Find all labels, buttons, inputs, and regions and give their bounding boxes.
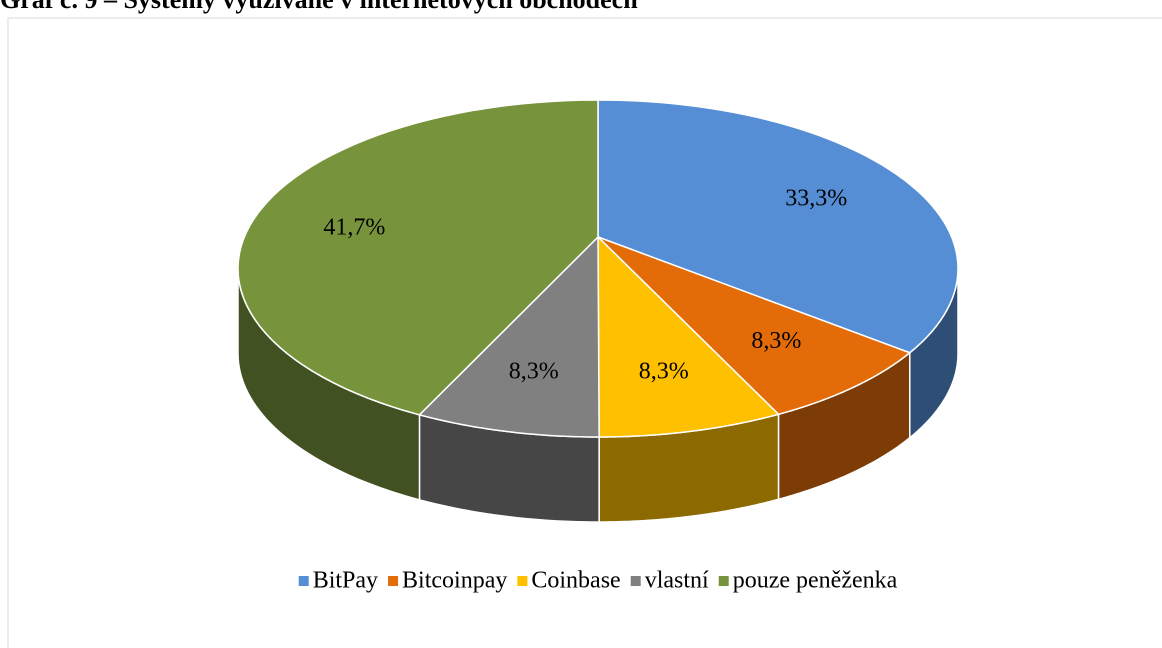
legend-label: BitPay xyxy=(313,568,378,594)
chart-title: Graf č. 9 – Systémy využívané v internet… xyxy=(0,0,638,14)
legend-swatch xyxy=(388,576,399,586)
legend-label: Coinbase xyxy=(531,568,620,594)
legend-label: Bitcoinpay xyxy=(402,568,507,594)
data-label: 8,3% xyxy=(751,328,801,354)
data-label: 33,3% xyxy=(785,186,847,212)
legend-swatch xyxy=(718,576,729,586)
legend-label: pouze peněženka xyxy=(733,568,898,594)
pie-slice xyxy=(418,235,600,438)
pie-slice xyxy=(237,99,599,416)
legend-swatch xyxy=(630,576,641,586)
legend-label: vlastní xyxy=(645,568,709,594)
data-label: 41,7% xyxy=(323,214,385,240)
legend-swatch xyxy=(298,576,309,586)
data-label: 8,3% xyxy=(639,358,689,384)
data-label: 8,3% xyxy=(509,359,559,385)
pie-slice xyxy=(597,99,959,354)
pie-slice xyxy=(597,236,912,416)
legend-swatch xyxy=(517,576,528,586)
pie-slice xyxy=(597,235,780,438)
